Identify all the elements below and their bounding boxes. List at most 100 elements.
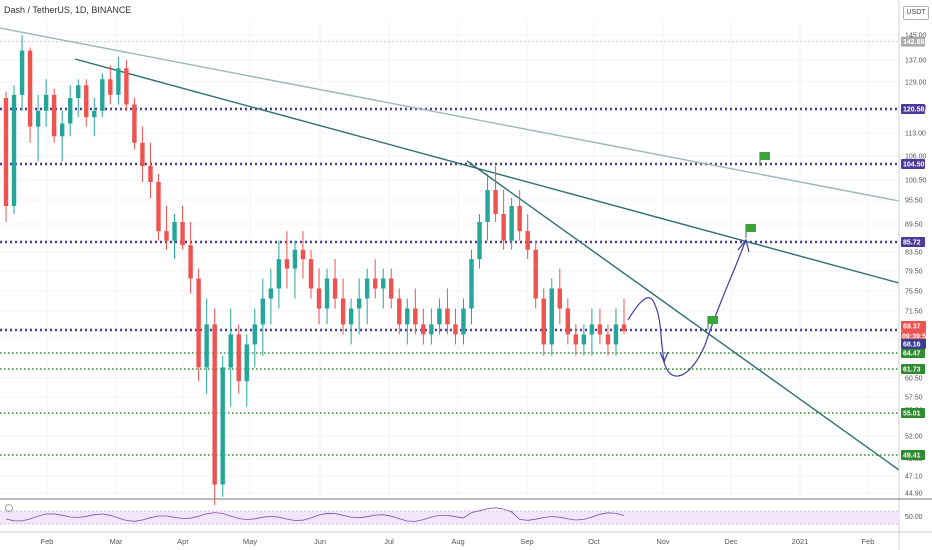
grid-lines (0, 20, 899, 499)
price-level-tag (901, 408, 925, 418)
candle-body (164, 231, 169, 241)
horizontal-levels (0, 41, 899, 456)
candle-body (589, 324, 595, 335)
trendline-main (74, 58, 900, 284)
candle-body (27, 50, 33, 127)
candle-body (477, 222, 482, 260)
candle-body (156, 182, 161, 232)
candle-body (308, 259, 314, 289)
price-tick-label: 145.00 (905, 33, 927, 40)
price-tick-label: 75.50 (905, 289, 923, 296)
candle-body (148, 166, 153, 182)
price-level-tag-text: 64.47 (903, 351, 921, 358)
price-tick-label: 100.50 (905, 178, 927, 185)
projection-path-1 (627, 297, 665, 361)
trendline-long-light (0, 27, 900, 202)
time-tick-label: Aug (451, 537, 464, 546)
candle-body (453, 324, 458, 335)
chart-title: Dash / TetherUS, 1D, BINANCE (4, 5, 131, 15)
candle-body (84, 85, 89, 118)
arrowhead-up (737, 238, 750, 253)
candle-body (405, 308, 410, 325)
price-level-tag-text: 120.58 (903, 107, 925, 114)
candle-body (292, 249, 298, 269)
level-price-labels: 142.88 120.58 104.50 85.72 64.47 61.73 55.01 49… (901, 36, 930, 460)
flag-icon (760, 152, 770, 160)
price-level-tag-text: 55.01 (903, 411, 921, 418)
candle-body (316, 288, 322, 309)
candle-body (260, 298, 266, 325)
price-tick-label: 106.00 (905, 154, 927, 161)
time-axis-ticks: Feb Mar Apr May Jun Jul Aug Sep Oct Nov Dec 2021 Feb (41, 537, 875, 546)
countdown-text: 09:39:50 (902, 334, 930, 341)
candle-body (212, 324, 217, 485)
candle-body (76, 85, 81, 99)
candle-body (180, 222, 185, 246)
candle-body (268, 288, 274, 299)
price-level-tag (901, 237, 925, 247)
candle-body (132, 104, 137, 143)
time-tick-label: Jun (314, 537, 326, 546)
candle-body (172, 222, 177, 241)
candle-body (116, 68, 121, 95)
candle-body (501, 214, 506, 241)
candle-body (413, 308, 418, 325)
time-tick-label: Apr (177, 537, 189, 546)
price-level-tag (901, 348, 925, 358)
candle-body (276, 259, 282, 289)
candle-body (108, 79, 113, 95)
projection-path-2 (663, 241, 746, 377)
candle-body (220, 367, 225, 485)
candle-body (188, 245, 193, 279)
candle-body (485, 190, 490, 222)
time-tick-label: Feb (41, 537, 54, 546)
candle-body (35, 110, 41, 127)
candle-body (284, 259, 290, 269)
current-price-tag (901, 321, 926, 331)
candle-body (244, 344, 249, 382)
time-tick-label: Mar (110, 537, 123, 546)
candle-body (300, 249, 306, 260)
time-tick-label: Dec (724, 537, 738, 546)
candle-body (92, 110, 97, 118)
rsi-line (5, 507, 625, 522)
candle-body (613, 324, 619, 345)
price-tick-label: 71.50 (905, 309, 923, 316)
price-level-tag-text: 142.88 (903, 39, 925, 46)
time-tick-label: 2021 (792, 537, 809, 546)
candle-body (581, 334, 587, 345)
candle-body (445, 308, 450, 325)
candle-body (525, 231, 530, 250)
candle-body (140, 142, 145, 166)
candle-body (51, 94, 57, 137)
low-price-tag (901, 338, 926, 349)
candle-body (236, 334, 241, 382)
price-tick-label: 79.50 (905, 269, 923, 276)
candle-body (573, 334, 579, 345)
candle-body (11, 94, 17, 206)
trend-lines (0, 27, 900, 471)
candle-body (324, 278, 330, 309)
candle-body (124, 68, 129, 105)
candle-body (557, 288, 562, 309)
candle-body (469, 259, 474, 309)
flag-icon (746, 224, 756, 232)
candle-body (204, 324, 209, 368)
rsi-settings-icon[interactable] (5, 504, 13, 512)
price-level-tag (901, 364, 925, 374)
current-price-text: 69.37 (903, 324, 921, 331)
candlesticks (3, 35, 627, 505)
annotations (627, 152, 770, 377)
candle-body (621, 324, 627, 332)
candle-body (252, 324, 258, 345)
price-level-tag (901, 36, 925, 47)
price-level-tag (901, 450, 925, 460)
price-level-tag-text: 85.72 (903, 240, 921, 247)
currency-button[interactable]: USDT (903, 6, 929, 20)
price-level-tag-text: 49.41 (903, 453, 921, 460)
candle-body (597, 324, 603, 335)
candle-body (228, 334, 233, 368)
rsi-band (0, 511, 899, 524)
candle-body (605, 334, 611, 345)
